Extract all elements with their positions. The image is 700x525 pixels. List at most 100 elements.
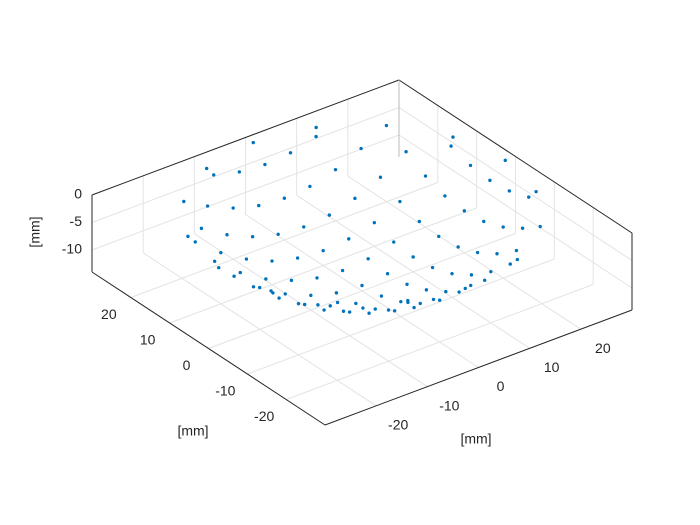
point [225,233,229,237]
grid-line [130,182,439,298]
y-tick-label: 0 [183,357,191,373]
point [238,270,242,275]
point [219,250,223,255]
point [232,274,236,278]
point [328,304,332,308]
point [405,282,409,286]
z-tick-label: -10 [62,241,82,257]
point [341,309,346,313]
grid-line [247,258,555,375]
point [430,265,435,270]
point [296,301,301,306]
point [411,255,415,259]
point [399,299,403,304]
point [270,259,274,263]
point [314,134,318,139]
point [508,262,512,266]
point [316,303,320,307]
point [384,123,389,128]
point [277,296,281,300]
point [251,285,256,289]
y-tick-label: -20 [254,408,274,424]
point [302,302,307,307]
point [378,175,383,179]
point [366,257,370,261]
point [354,301,358,306]
point [488,178,492,183]
point [335,300,340,305]
point [431,297,436,302]
point [283,292,287,296]
point [359,146,363,151]
point [217,265,221,270]
point [276,232,280,236]
point [424,288,429,292]
point [379,294,384,298]
point [412,305,416,310]
point [534,189,538,194]
point [398,199,402,204]
point [212,173,216,177]
point [495,252,499,256]
point [437,298,442,302]
point [406,298,410,303]
point [527,195,531,199]
grid-line [91,107,400,223]
point [289,278,294,283]
point [353,196,357,201]
grid-line [91,134,400,251]
point [482,219,486,224]
point [334,291,339,295]
axis-edge [91,79,400,196]
point [269,289,273,293]
z-tick-label: -5 [70,213,83,229]
point [515,257,520,262]
point [437,234,441,239]
point [257,203,261,208]
x-tick-label: -20 [388,417,408,433]
point [186,234,190,239]
point [199,226,204,231]
point [482,278,487,282]
point [367,311,371,315]
point [205,204,210,208]
point [463,286,467,291]
point [373,307,377,311]
point [347,237,351,241]
grid-line [285,284,594,400]
point [501,225,505,229]
point [282,196,287,200]
x-tick-label: 20 [595,340,611,356]
x-axis-label: [mm] [460,431,491,447]
grid-line [169,207,477,324]
point [386,308,391,312]
point [538,224,542,229]
y-tick-label: 20 [101,306,117,322]
point [392,240,396,244]
point [451,135,455,139]
axis-edge [398,79,633,234]
point [469,283,473,288]
point [322,308,326,312]
point [444,289,448,294]
y-tick-label: 10 [140,332,156,348]
point [315,276,319,280]
point [417,219,422,224]
point [251,140,255,145]
point [475,250,480,255]
point [450,271,454,276]
point [327,213,332,217]
point [308,184,312,189]
point [443,194,447,198]
point [193,240,197,244]
point [288,151,293,155]
point [360,283,364,288]
x-tick-label: 10 [544,359,560,375]
point [404,150,408,154]
point [250,235,255,239]
point [264,277,268,281]
y-axis-label: [mm] [177,423,208,439]
point [204,166,209,171]
point [257,285,262,290]
